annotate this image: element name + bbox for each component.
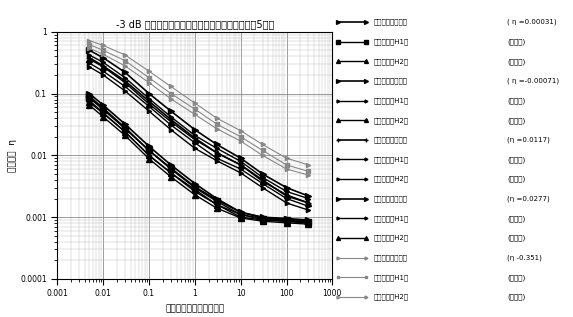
Text: (　〜　): ( 〜 ) — [507, 38, 525, 45]
Text: スウェプトサイン: スウェプトサイン — [374, 78, 407, 84]
Text: ランダム（H2）: ランダム（H2） — [374, 235, 409, 241]
Title: -3 dB 帯域内測定点数－損失係数測定値（材料：5種）: -3 dB 帯域内測定点数－損失係数測定値（材料：5種） — [116, 20, 274, 29]
Text: (η =0.0277): (η =0.0277) — [507, 196, 550, 202]
Text: スウェプトサイン: スウェプトサイン — [374, 19, 407, 25]
Text: ランダム（H2）: ランダム（H2） — [374, 58, 409, 65]
Text: ランダム（H1）: ランダム（H1） — [374, 156, 409, 163]
Text: (　〜　): ( 〜 ) — [507, 215, 525, 222]
Text: (　〜　): ( 〜 ) — [507, 97, 525, 104]
Text: ( η =-0.00071): ( η =-0.00071) — [507, 78, 559, 84]
Text: ランダム（H2）: ランダム（H2） — [374, 176, 409, 182]
Text: ランダム（H1）: ランダム（H1） — [374, 38, 409, 45]
Text: (　〜　): ( 〜 ) — [507, 117, 525, 124]
Y-axis label: 損失係数  η: 損失係数 η — [9, 139, 18, 172]
Text: スウェプトサイン: スウェプトサイン — [374, 254, 407, 261]
Text: (η -0.351): (η -0.351) — [507, 255, 542, 261]
Text: (　〜　): ( 〜 ) — [507, 294, 525, 300]
Text: ランダム（H1）: ランダム（H1） — [374, 274, 409, 281]
Text: (　〜　): ( 〜 ) — [507, 274, 525, 281]
Text: スウェプトサイン: スウェプトサイン — [374, 196, 407, 202]
Text: ランダム（H1）: ランダム（H1） — [374, 215, 409, 222]
Text: (　〜　): ( 〜 ) — [507, 176, 525, 182]
Text: (　〜　): ( 〜 ) — [507, 235, 525, 241]
Text: ( η =0.00031): ( η =0.00031) — [507, 19, 557, 25]
Text: (　〜　): ( 〜 ) — [507, 58, 525, 65]
Text: (　〜　): ( 〜 ) — [507, 156, 525, 163]
Text: ランダム（H2）: ランダム（H2） — [374, 117, 409, 124]
Text: ランダム（H1）: ランダム（H1） — [374, 97, 409, 104]
Text: ランダム（H2）: ランダム（H2） — [374, 294, 409, 300]
Text: (η =0.0117): (η =0.0117) — [507, 137, 550, 143]
X-axis label: 半値幅内の測定ライン数: 半値幅内の測定ライン数 — [165, 304, 225, 313]
Text: スウェプトサイン: スウェプトサイン — [374, 137, 407, 143]
